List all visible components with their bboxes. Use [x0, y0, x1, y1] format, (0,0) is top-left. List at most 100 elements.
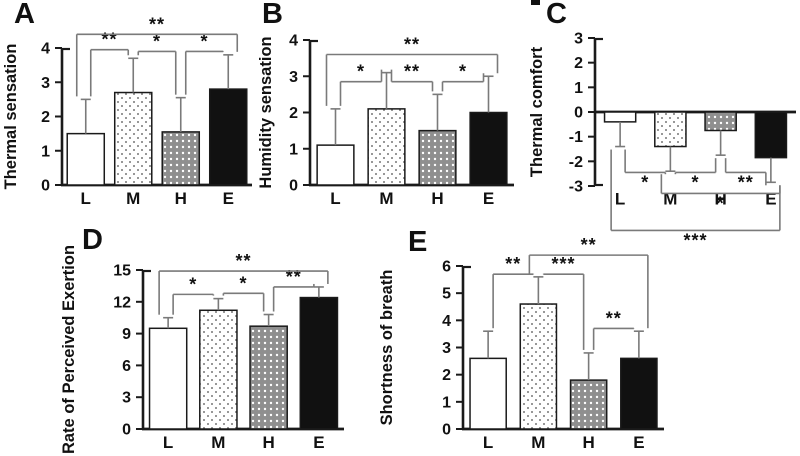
significance-bracket-L-E — [158, 270, 329, 315]
bar-H — [161, 131, 201, 186]
y-tick-label: 3 — [442, 340, 451, 357]
x-label-E: E — [313, 433, 324, 452]
y-tick-label: 1 — [574, 80, 583, 97]
significance-label-M-H: *** — [551, 254, 575, 274]
y-tick-label: 1 — [289, 141, 298, 158]
y-tick-label: 4 — [442, 313, 451, 330]
x-label-L: L — [330, 189, 340, 208]
significance-bracket-M-H — [542, 273, 585, 350]
y-axis-title: Thermal comfort — [528, 46, 546, 177]
y-tick-label: 0 — [574, 105, 583, 122]
significance-label-M-H: * — [153, 31, 161, 51]
bar-E — [208, 88, 248, 186]
significance-label-H-E: * — [459, 62, 467, 82]
panel-letter-E: E — [408, 226, 428, 258]
y-tick-label: 3 — [289, 69, 298, 86]
y-tick-label: 4 — [41, 41, 50, 58]
y-tick-label: 2 — [442, 367, 451, 384]
x-label-E: E — [765, 190, 776, 209]
y-tick-label: 9 — [122, 326, 131, 343]
y-tick-label: 2 — [41, 109, 50, 126]
significance-label-L-E: ** — [235, 251, 251, 271]
error-bar-E — [765, 157, 776, 184]
error-bar-E — [223, 54, 234, 90]
bar-H — [418, 129, 457, 186]
y-tick-label: 6 — [122, 358, 131, 375]
bar-M — [367, 108, 406, 186]
x-label-H: H — [175, 189, 187, 208]
error-bar-M — [533, 276, 544, 305]
significance-bracket-L-M — [339, 69, 383, 106]
significance-bracket-L-M — [492, 273, 535, 329]
significance-bracket-L-E — [325, 53, 499, 106]
error-bar-L — [483, 330, 494, 359]
significance-bracket-H-E — [184, 50, 225, 95]
bar-E — [754, 111, 788, 159]
error-bar-E — [313, 286, 324, 298]
x-label-L: L — [163, 433, 173, 452]
panel-letter-D: D — [82, 224, 103, 256]
significance-bracket-M-H — [390, 69, 434, 92]
significance-bracket-M-H — [222, 292, 265, 312]
panel-letter-A: A — [14, 0, 35, 30]
significance-bracket-L-M — [624, 149, 667, 175]
panel-letter-C: C — [546, 0, 567, 30]
bar-M — [113, 91, 153, 186]
y-axis-title: Shortness of breath — [378, 270, 396, 426]
significance-label-L-M: * — [641, 172, 649, 192]
x-label-M: M — [126, 189, 140, 208]
significance-bracket-L-E — [75, 33, 239, 97]
significance-label-M-H: ** — [404, 62, 420, 82]
significance-label-H-E: ** — [738, 172, 754, 192]
y-tick-label: -1 — [569, 129, 583, 146]
significance-bracket-M-H — [674, 158, 717, 175]
bar-L — [66, 132, 106, 186]
significance-bracket-M-E — [528, 254, 649, 329]
significance-label-L-M: * — [189, 274, 197, 294]
panel-C: C 3 2 1 0 -1 -2 -3 L M H E * * ** * *** Thermal comfort — [520, 0, 800, 254]
y-axis-title: Thermal sensation — [2, 44, 20, 190]
bar-L — [603, 111, 637, 123]
significance-bracket-L-M — [89, 48, 130, 97]
y-tick-label: 3 — [41, 75, 50, 92]
error-bar-H — [432, 93, 443, 131]
bar-M — [199, 309, 238, 430]
panel-A: A 4 3 2 1 0 L M H E ** * * ** Thermal sensation — [0, 0, 258, 226]
error-bar-L — [615, 121, 626, 148]
error-bar-H — [583, 352, 594, 381]
bar-H — [249, 325, 288, 430]
x-label-L: L — [81, 189, 91, 208]
significance-label-L-M: ** — [505, 254, 521, 274]
panel-D: D 15 12 9 6 3 0 L M H E * * ** ** Rate of Perceived Ex… — [58, 226, 360, 456]
y-tick-label: 0 — [289, 178, 298, 195]
panel-letter-B: B — [262, 0, 283, 30]
x-label-M: M — [211, 433, 225, 452]
y-tick-label: 15 — [113, 263, 131, 280]
error-bar-M — [128, 57, 139, 93]
bar-L — [148, 327, 188, 430]
significance-bracket-H-E — [441, 73, 485, 92]
bar-L — [316, 144, 355, 186]
x-label-E: E — [633, 433, 644, 452]
error-bar-H — [175, 96, 186, 132]
error-bar-E — [633, 330, 644, 359]
x-label-E: E — [223, 189, 234, 208]
x-label-M: M — [379, 189, 393, 208]
bar-H — [704, 111, 737, 132]
significance-label-L-E: ** — [149, 14, 165, 34]
error-bar-E — [483, 75, 494, 113]
bar-E — [299, 296, 339, 430]
x-label-L: L — [615, 190, 625, 209]
significance-label-M-E: * — [717, 193, 725, 213]
x-label-H: H — [714, 190, 726, 209]
y-tick-label: 3 — [122, 390, 131, 407]
significance-bracket-L-E — [610, 149, 781, 232]
y-tick-label: -3 — [569, 179, 583, 196]
bar-L — [469, 357, 507, 430]
significance-label-M-E: ** — [581, 235, 597, 255]
significance-bracket-L-M — [172, 293, 215, 315]
panel-B: B 4 3 2 1 0 L M H E * ** * ** Humidity sensation — [257, 0, 520, 226]
y-tick-label: 0 — [442, 422, 451, 439]
